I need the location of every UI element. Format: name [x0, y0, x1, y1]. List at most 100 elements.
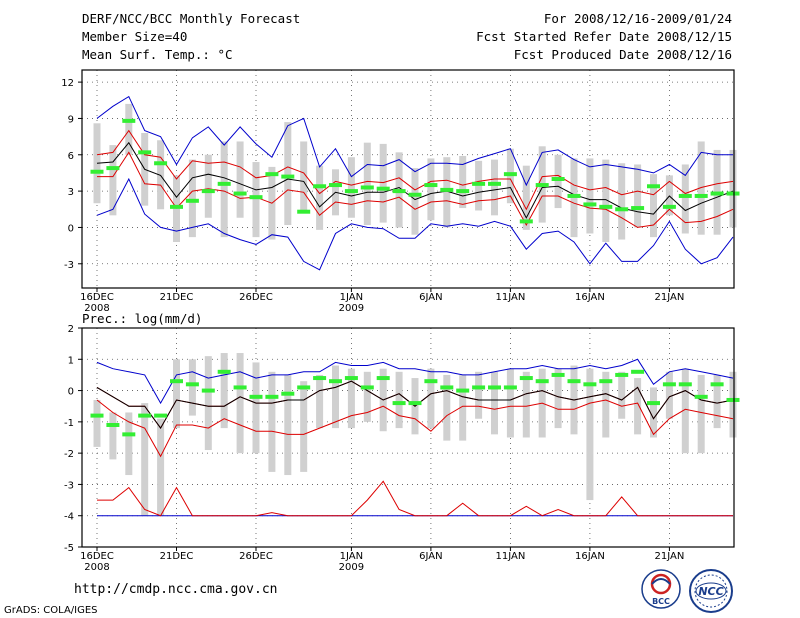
prec-obs-marker [662, 382, 676, 387]
prec-ytick-label: -5 [64, 543, 74, 554]
prec-obs-marker [440, 385, 454, 390]
temp-spread-box [316, 165, 324, 230]
temp-obs-marker [710, 191, 724, 196]
prec-spread-box [729, 371, 737, 438]
temp-spread-box [427, 158, 435, 221]
temp-obs-marker [599, 204, 613, 209]
prec-spread-box [173, 359, 180, 429]
temp-obs-marker [488, 181, 501, 186]
temp-spread-box [554, 154, 562, 209]
prec-obs-marker [170, 379, 183, 384]
temp-obs-marker [662, 204, 676, 209]
prec-spread-box [602, 371, 610, 438]
temp-obs-marker [90, 169, 104, 174]
temp-obs-marker [424, 183, 438, 188]
prec-spread-box [252, 362, 260, 454]
temp-obs-marker [154, 161, 168, 166]
prec-spread-box [681, 368, 689, 454]
temp-spread-box [681, 164, 689, 234]
prec-spread-box [459, 374, 467, 441]
temp-obs-marker [313, 184, 327, 189]
prec-obs-marker [90, 413, 104, 418]
prec-max-line [96, 358, 734, 405]
prec-xtick-label: 21JAN [654, 551, 684, 562]
prec-spread-box [220, 353, 228, 429]
prec-obs-marker [344, 376, 358, 381]
bcc-logo: BCC [641, 569, 681, 609]
temp-xtick-year: 2009 [339, 303, 364, 314]
temp-spread-box [459, 155, 467, 209]
temp-p75-line [96, 129, 734, 211]
prec-obs-marker [488, 385, 501, 390]
prec-spread-box [618, 371, 626, 419]
prec-ytick-label: 2 [68, 324, 74, 335]
prec-spread-box [284, 374, 292, 476]
prec-ytick-label: 1 [68, 355, 74, 366]
temp-spread-box [236, 141, 244, 218]
prec-obs-marker [551, 372, 565, 377]
precip-label: Prec.: log(mm/d) [82, 311, 203, 326]
prec-mean-line [96, 380, 734, 430]
temp-obs-marker [440, 187, 454, 192]
prec-spread-box [363, 371, 371, 422]
temp-obs-marker [567, 193, 581, 198]
temp-obs-marker [408, 192, 422, 197]
temp-obs-marker [138, 150, 152, 155]
prec-spread-box [443, 374, 451, 441]
forecast-started-date: Fcst Started Refer Date 2008/12/15 [476, 29, 732, 44]
prec-spread-box [157, 418, 165, 516]
forecast-produced-date: Fcst Produced Date 2008/12/16 [513, 47, 732, 62]
prec-xtick-year: 2009 [339, 562, 364, 573]
prec-frame [81, 327, 735, 548]
ncc-logo: NCC [689, 569, 733, 613]
prec-spread-box [554, 368, 562, 429]
temp-spread-box [379, 143, 387, 223]
temp-xtick-year: 2008 [84, 303, 109, 314]
prec-obs-marker [472, 385, 486, 390]
prec-spread-box [506, 368, 514, 438]
temp-spread-box [125, 103, 133, 155]
temp-spread-box [443, 157, 451, 228]
prec-p10-line [97, 480, 733, 517]
temp-xtick-label: 11JAN [495, 292, 525, 303]
prec-obs-marker [424, 379, 438, 384]
prec-obs-marker [567, 379, 581, 384]
prec-obs-marker [456, 388, 470, 393]
temp-obs-marker [519, 219, 533, 224]
temp-spread-box [522, 165, 530, 230]
prec-obs-marker [122, 432, 136, 437]
footer-url[interactable]: http://cmdp.ncc.cma.gov.cn [74, 582, 278, 597]
prec-obs-marker [678, 382, 692, 387]
temp-ytick-label: 6 [68, 151, 74, 162]
temp-obs-marker [551, 177, 565, 181]
prec-spread-box [491, 371, 498, 435]
temp-obs-marker [265, 172, 279, 177]
temp-xtick-label: 16JAN [575, 292, 605, 303]
prec-spread-box [697, 374, 705, 454]
temp-obs-marker [233, 191, 247, 196]
prec-xtick-label: 26DEC [239, 551, 273, 562]
temp-obs-marker [360, 185, 374, 190]
temp-obs-marker [392, 189, 406, 194]
prec-spread-box [109, 412, 117, 460]
prec-obs-marker [138, 413, 152, 418]
temp-spread-box [491, 159, 498, 216]
prec-spread-box [634, 378, 642, 435]
temp-obs-marker [631, 206, 645, 211]
prec-spread-box [236, 353, 244, 454]
grads-credit: GrADS: COLA/IGES [4, 605, 98, 616]
prec-ytick-label: -2 [64, 449, 74, 460]
prec-obs-marker [313, 376, 327, 381]
temp-spread-box [347, 157, 355, 218]
temp-obs-marker [185, 198, 199, 203]
temp-xtick-label: 6JAN [419, 292, 442, 303]
prec-spread-box [316, 374, 324, 429]
prec-obs-marker [249, 394, 263, 399]
temp-obs-marker [647, 184, 660, 189]
prec-obs-marker [615, 372, 629, 377]
prec-obs-marker [710, 382, 724, 387]
temp-xtick-label: 16DEC [80, 292, 114, 303]
prec-spread-box [300, 381, 308, 472]
prec-obs-marker [106, 422, 120, 427]
temp-obs-marker [249, 195, 263, 200]
